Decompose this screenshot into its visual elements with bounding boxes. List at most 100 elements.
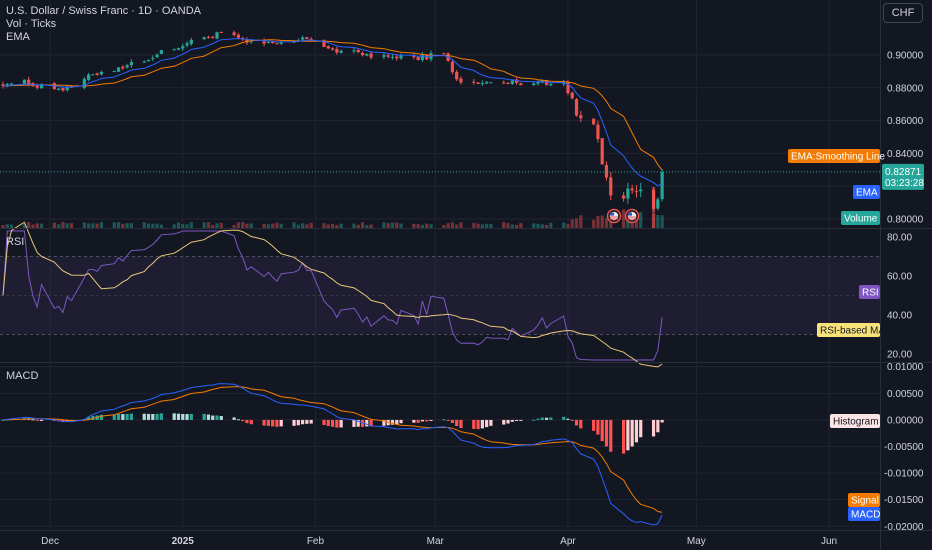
histogram-bar bbox=[420, 419, 425, 422]
histogram-bar bbox=[236, 419, 240, 421]
rsi-ma-tag: RSI-based MA bbox=[817, 323, 885, 337]
volume-bar bbox=[356, 224, 360, 228]
volume-bar bbox=[61, 222, 65, 228]
time-tick-label-0: Dec bbox=[41, 536, 59, 547]
candle bbox=[519, 82, 523, 86]
macd-pane-title[interactable]: MACD bbox=[6, 370, 39, 382]
histogram-bar bbox=[305, 419, 309, 424]
volume-bar bbox=[455, 224, 459, 228]
volume-bar bbox=[574, 218, 579, 228]
rsi-tick-label-2: 40.00 bbox=[887, 311, 912, 322]
candle bbox=[202, 36, 206, 40]
volume-bar bbox=[420, 224, 425, 228]
histogram-bar bbox=[159, 413, 163, 420]
volume-bar bbox=[1, 224, 5, 228]
histogram-bar bbox=[459, 419, 463, 429]
price-pane[interactable] bbox=[0, 30, 880, 228]
candle bbox=[455, 69, 459, 82]
grid-lines bbox=[0, 0, 880, 530]
volume-bar bbox=[425, 223, 429, 228]
candle bbox=[142, 60, 146, 63]
histogram-bar bbox=[489, 419, 493, 426]
event-flag-us-2[interactable] bbox=[624, 208, 640, 224]
svg-text:RSI-based MA: RSI-based MA bbox=[820, 326, 885, 337]
event-flag-us-1[interactable] bbox=[606, 208, 622, 224]
ema-line bbox=[2, 37, 663, 187]
currency-button[interactable]: CHF bbox=[883, 3, 923, 23]
volume-bar bbox=[442, 224, 446, 228]
macd-tag: MACD bbox=[848, 507, 880, 521]
candle bbox=[112, 70, 116, 73]
candle bbox=[95, 72, 99, 76]
candle bbox=[634, 185, 639, 198]
volume-bar bbox=[322, 223, 326, 228]
volume-bar bbox=[339, 223, 343, 228]
volume-bar bbox=[301, 223, 305, 228]
volume-bar bbox=[271, 223, 275, 228]
volume-legend[interactable]: Vol · Ticks bbox=[6, 18, 57, 30]
candle bbox=[660, 169, 664, 202]
svg-text:EMA: EMA bbox=[856, 188, 878, 199]
histogram-bar bbox=[515, 419, 519, 421]
candle bbox=[485, 81, 489, 84]
volume-bar bbox=[532, 223, 536, 228]
volume-bar bbox=[296, 224, 300, 228]
volume-series bbox=[1, 186, 664, 228]
histogram-bar bbox=[502, 419, 506, 425]
macd-axis[interactable]: 0.01000 0.00500 0.00000 -0.00500 -0.01000 -0.… bbox=[884, 362, 924, 533]
volume-bar bbox=[121, 223, 125, 228]
candle bbox=[574, 97, 579, 117]
histogram-bar bbox=[262, 419, 266, 426]
histogram-bar bbox=[151, 414, 155, 420]
histogram-bar bbox=[211, 415, 215, 420]
histogram-bar bbox=[129, 413, 133, 420]
volume-bar bbox=[206, 222, 211, 228]
volume-bar bbox=[639, 212, 643, 228]
rsi-axis[interactable]: 80.00 60.00 40.00 20.00 bbox=[887, 232, 912, 360]
candle bbox=[651, 186, 656, 212]
rsi-pane[interactable] bbox=[0, 221, 880, 368]
volume-bar bbox=[129, 223, 133, 228]
ema-tag: EMA bbox=[853, 185, 880, 199]
volume-bar bbox=[544, 224, 549, 228]
candle bbox=[151, 55, 155, 62]
candle bbox=[129, 59, 133, 68]
candle bbox=[365, 53, 369, 57]
signal-tag: Signal bbox=[848, 493, 880, 507]
candle bbox=[630, 184, 634, 194]
price-axis[interactable]: 0.900000.880000.860000.840000.820000.800… bbox=[887, 50, 924, 225]
histogram-bar bbox=[125, 413, 129, 420]
histogram-bar bbox=[570, 419, 574, 421]
volume-bar bbox=[57, 224, 61, 228]
time-axis[interactable]: Dec 2025 Feb Mar Apr May Jun bbox=[41, 536, 837, 547]
svg-text:0.82871: 0.82871 bbox=[885, 167, 922, 178]
histogram-bar bbox=[309, 419, 313, 424]
volume-tag: Volume bbox=[841, 211, 880, 225]
volume-bar bbox=[95, 223, 99, 228]
volume-bar bbox=[579, 215, 583, 228]
volume-bar bbox=[159, 224, 163, 228]
candle bbox=[600, 138, 604, 165]
candle bbox=[219, 31, 223, 33]
candle bbox=[382, 52, 386, 60]
volume-bar bbox=[536, 223, 540, 228]
histogram-bar bbox=[506, 419, 510, 424]
time-tick-label-6: Jun bbox=[821, 536, 837, 547]
rsi-pane-title[interactable]: RSI bbox=[6, 236, 25, 248]
histogram-bar bbox=[660, 419, 664, 423]
candle bbox=[622, 192, 626, 202]
histogram-bar bbox=[395, 419, 399, 425]
macd-tick-label-6: -0.02000 bbox=[884, 522, 924, 533]
volume-bar bbox=[35, 223, 39, 228]
volume-bar bbox=[330, 223, 335, 228]
candle bbox=[399, 53, 403, 61]
volume-bar bbox=[369, 224, 373, 228]
ema-legend[interactable]: EMA bbox=[6, 31, 30, 43]
histogram-bar bbox=[519, 419, 523, 421]
volume-bar bbox=[540, 224, 544, 228]
symbol-title[interactable]: U.S. Dollar / Swiss Franc · 1D · OANDA bbox=[6, 5, 201, 17]
macd-pane[interactable] bbox=[1, 383, 664, 526]
